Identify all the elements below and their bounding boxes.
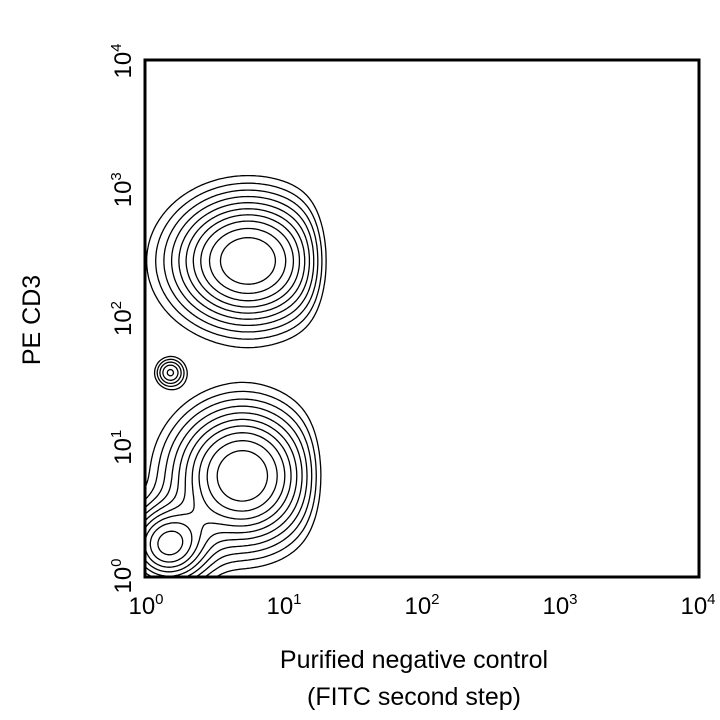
x-axis-title-line-1: Purified negative control [280,646,548,674]
y-tick-labels: 100 101 102 103 104 [108,43,137,593]
contour-line [146,189,319,576]
contour-line [146,195,315,576]
y-tick-label: 102 [108,301,137,336]
contour-line [149,220,295,563]
y-tick-label-group: 100 [108,558,137,593]
x-axis-title-line-2: (FITC second step) [307,683,521,711]
y-tick-label: 101 [108,430,137,465]
contour-line [146,182,323,576]
contour-line [146,214,301,568]
contour-line [216,236,277,502]
x-tick-label: 103 [542,591,577,620]
contour-line [146,208,306,573]
y-tick-label-group: 101 [108,430,137,465]
x-tick-labels: 100 101 102 103 104 [128,591,715,620]
contour-line [157,227,287,556]
x-tick-label: 100 [128,591,163,620]
y-tick-label-group: 104 [108,43,137,78]
x-tick-label: 104 [680,591,715,620]
plot-frame [143,58,701,579]
y-tick-label-group: 103 [108,172,137,207]
contour-line [146,202,311,576]
contour-lines [146,174,327,576]
y-tick-label-group: 102 [108,301,137,336]
y-tick-label: 104 [108,43,137,78]
y-tick-label: 103 [108,172,137,207]
contour-line [146,174,327,576]
x-tick-label: 102 [404,591,439,620]
y-tick-label: 100 [108,558,137,593]
x-tick-label: 101 [266,591,301,620]
y-axis-title: PE CD3 [18,275,46,365]
